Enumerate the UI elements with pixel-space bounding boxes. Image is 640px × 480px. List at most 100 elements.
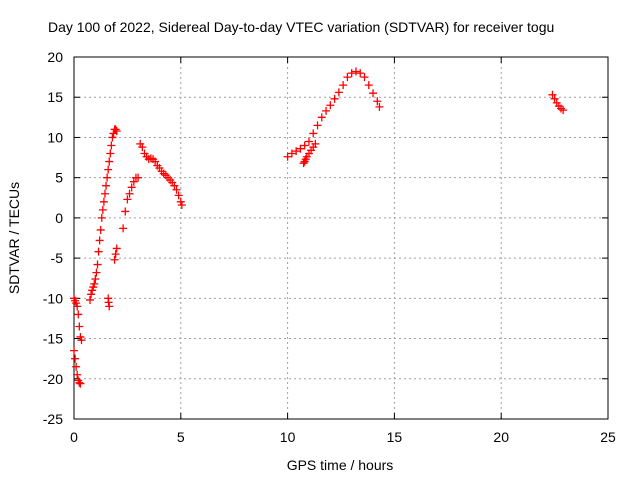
y-tick-label: 0	[55, 210, 63, 226]
data-point	[91, 275, 100, 284]
data-point	[343, 73, 352, 82]
data-point	[174, 191, 183, 200]
data-point	[100, 189, 109, 198]
y-tick-label: 10	[47, 129, 63, 145]
data-point	[73, 370, 82, 379]
data-point	[112, 244, 121, 253]
data-point	[326, 101, 335, 110]
x-axis-title: GPS time / hours	[287, 457, 394, 473]
data-point	[330, 94, 339, 103]
y-tick-label: 20	[47, 49, 63, 65]
y-tick-label: 15	[47, 89, 63, 105]
data-point	[121, 207, 130, 216]
data-point	[87, 290, 96, 299]
data-point	[300, 141, 309, 150]
data-point	[283, 152, 292, 161]
data-point	[177, 201, 186, 210]
data-point	[299, 159, 308, 168]
chart-title: Day 100 of 2022, Sidereal Day-to-day VTE…	[48, 19, 554, 35]
data-point	[75, 322, 84, 331]
data-point	[105, 302, 114, 311]
plot-frame	[73, 56, 609, 420]
x-tick-label: 25	[600, 429, 616, 445]
data-point	[105, 157, 114, 166]
data-point	[104, 165, 113, 174]
y-tick-label: -25	[43, 411, 63, 427]
y-axis-title: SDTVAR / TECUs	[6, 182, 22, 294]
data-point	[292, 147, 301, 156]
data-point	[334, 88, 343, 97]
data-point	[107, 141, 116, 150]
data-point	[559, 106, 568, 115]
data-point	[95, 236, 104, 245]
data-point	[309, 129, 318, 138]
data-point	[96, 225, 105, 234]
data-point	[108, 133, 117, 142]
data-point	[119, 224, 128, 233]
data-point	[356, 69, 365, 78]
data-point	[134, 173, 143, 182]
data-point	[99, 197, 108, 206]
data-point	[111, 125, 120, 134]
data-points	[70, 67, 568, 388]
data-point	[125, 189, 134, 198]
data-point	[102, 181, 111, 190]
data-point	[351, 67, 360, 76]
data-point	[73, 302, 82, 311]
y-tick-label: -15	[43, 331, 63, 347]
data-point	[97, 213, 106, 222]
data-point	[373, 97, 382, 106]
data-point	[93, 260, 102, 269]
data-point	[106, 149, 115, 158]
x-tick-label: 0	[70, 429, 78, 445]
data-point	[103, 173, 112, 182]
x-tick-label: 20	[493, 429, 509, 445]
data-point	[550, 94, 559, 103]
data-point	[138, 143, 147, 152]
y-tick-label: 5	[55, 170, 63, 186]
data-point	[127, 183, 136, 192]
y-tick-label: -5	[51, 250, 64, 266]
data-point	[548, 90, 557, 99]
data-point	[75, 378, 84, 387]
data-point	[110, 255, 119, 264]
data-point	[360, 73, 369, 82]
x-tick-label: 5	[177, 429, 185, 445]
data-point	[311, 139, 320, 148]
data-point	[76, 379, 85, 388]
data-point	[72, 362, 81, 371]
data-point	[339, 81, 348, 90]
data-point	[322, 106, 331, 115]
data-point	[129, 177, 138, 186]
y-tick-label: -10	[43, 290, 63, 306]
data-point	[170, 181, 179, 190]
data-point	[375, 102, 384, 111]
data-point	[364, 81, 373, 90]
x-tick-label: 10	[280, 429, 296, 445]
data-point	[123, 195, 132, 204]
data-point	[92, 268, 101, 277]
grid	[74, 57, 608, 419]
data-point	[313, 121, 322, 130]
data-point	[86, 295, 95, 304]
data-point	[287, 149, 296, 158]
data-point	[70, 346, 78, 355]
data-point	[317, 113, 326, 122]
axis-ticks: 0 5 10 15 20 25 -25 -20 -15 -10 -5 0 5 10 15 20	[43, 49, 616, 445]
data-point	[77, 336, 86, 345]
data-point	[71, 354, 80, 363]
data-point	[304, 137, 313, 146]
data-point	[111, 250, 120, 259]
data-point	[90, 279, 99, 288]
data-point	[112, 127, 121, 136]
data-point	[151, 157, 160, 166]
y-tick-label: -20	[43, 371, 63, 387]
x-tick-label: 15	[387, 429, 403, 445]
data-point	[296, 144, 305, 153]
data-point	[98, 205, 107, 214]
data-point	[369, 89, 378, 98]
data-point	[74, 310, 83, 319]
data-point	[94, 247, 103, 256]
